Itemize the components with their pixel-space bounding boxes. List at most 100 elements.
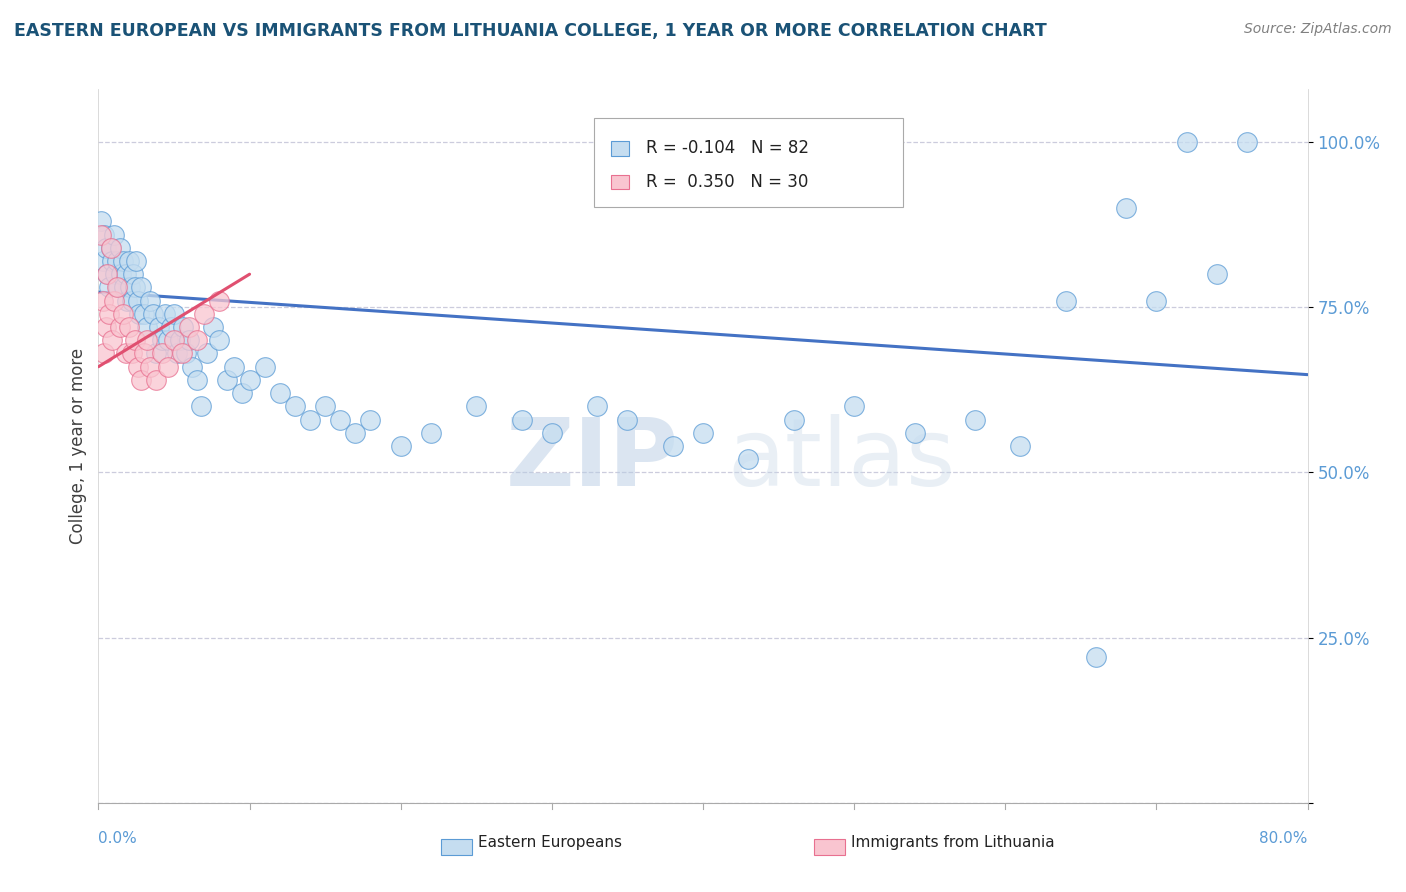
Point	[132, 307, 155, 321]
Point	[186, 333, 208, 347]
Point	[96, 267, 118, 281]
Text: ZIP: ZIP	[506, 414, 679, 507]
Point	[510, 412, 533, 426]
Text: R = -0.104   N = 82: R = -0.104 N = 82	[647, 139, 810, 157]
Point	[904, 425, 927, 440]
Point	[105, 280, 128, 294]
Point	[96, 267, 118, 281]
Point	[124, 280, 146, 294]
Point	[163, 333, 186, 347]
Point	[540, 425, 562, 440]
Point	[153, 307, 176, 321]
Point	[1236, 135, 1258, 149]
Text: 80.0%: 80.0%	[1260, 831, 1308, 846]
Point	[661, 439, 683, 453]
FancyBboxPatch shape	[595, 118, 903, 207]
Point	[844, 400, 866, 414]
Point	[105, 254, 128, 268]
Text: R =  0.350   N = 30: R = 0.350 N = 30	[647, 173, 808, 191]
Point	[692, 425, 714, 440]
Point	[186, 373, 208, 387]
Point	[389, 439, 412, 453]
Point	[616, 412, 638, 426]
Point	[118, 320, 141, 334]
Point	[114, 346, 136, 360]
Point	[127, 359, 149, 374]
Point	[125, 254, 148, 268]
Point	[110, 267, 132, 281]
Point	[118, 254, 141, 268]
Point	[1054, 293, 1077, 308]
Point	[586, 400, 609, 414]
Point	[107, 280, 129, 294]
Point	[148, 320, 170, 334]
Point	[100, 241, 122, 255]
Point	[108, 320, 131, 334]
Point	[360, 412, 382, 426]
Point	[1144, 293, 1167, 308]
Point	[156, 333, 179, 347]
Point	[111, 254, 134, 268]
Point	[112, 280, 135, 294]
Point	[329, 412, 352, 426]
Point	[965, 412, 987, 426]
FancyBboxPatch shape	[612, 141, 628, 155]
Point	[1206, 267, 1229, 281]
Point	[172, 320, 194, 334]
Point	[465, 400, 488, 414]
FancyBboxPatch shape	[612, 175, 628, 189]
Point	[98, 307, 121, 321]
Point	[170, 346, 193, 360]
Point	[156, 359, 179, 374]
Point	[122, 267, 145, 281]
Text: Eastern Europeans: Eastern Europeans	[478, 836, 621, 850]
Point	[121, 293, 143, 308]
Point	[120, 280, 142, 294]
Point	[132, 346, 155, 360]
Text: 0.0%: 0.0%	[98, 831, 138, 846]
Text: Immigrants from Lithuania: Immigrants from Lithuania	[851, 836, 1054, 850]
Text: Source: ZipAtlas.com: Source: ZipAtlas.com	[1244, 22, 1392, 37]
Y-axis label: College, 1 year or more: College, 1 year or more	[69, 348, 87, 544]
Point	[128, 307, 150, 321]
Point	[104, 267, 127, 281]
Point	[94, 320, 117, 334]
Point	[420, 425, 443, 440]
Point	[166, 346, 188, 360]
Point	[91, 254, 114, 268]
Point	[193, 307, 215, 321]
Point	[284, 400, 307, 414]
Point	[239, 373, 262, 387]
Point	[202, 320, 225, 334]
Point	[139, 293, 162, 308]
Point	[90, 227, 112, 242]
Point	[224, 359, 246, 374]
Point	[111, 307, 134, 321]
Point	[314, 400, 336, 414]
Point	[150, 346, 173, 360]
Point	[190, 400, 212, 414]
Point	[163, 307, 186, 321]
Point	[129, 280, 152, 294]
Point	[108, 241, 131, 255]
Point	[103, 227, 125, 242]
Point	[160, 320, 183, 334]
Point	[93, 227, 115, 242]
Point	[1085, 650, 1108, 665]
Point	[100, 241, 122, 255]
Point	[231, 386, 253, 401]
Point	[208, 293, 231, 308]
Text: EASTERN EUROPEAN VS IMMIGRANTS FROM LITHUANIA COLLEGE, 1 YEAR OR MORE CORRELATIO: EASTERN EUROPEAN VS IMMIGRANTS FROM LITH…	[14, 22, 1047, 40]
Point	[135, 320, 157, 334]
Point	[91, 293, 114, 308]
Point	[101, 333, 124, 347]
Point	[135, 333, 157, 347]
Point	[145, 373, 167, 387]
Point	[783, 412, 806, 426]
Point	[90, 214, 112, 228]
Point	[121, 346, 143, 360]
Point	[299, 412, 322, 426]
Point	[124, 333, 146, 347]
Point	[208, 333, 231, 347]
Point	[215, 373, 238, 387]
